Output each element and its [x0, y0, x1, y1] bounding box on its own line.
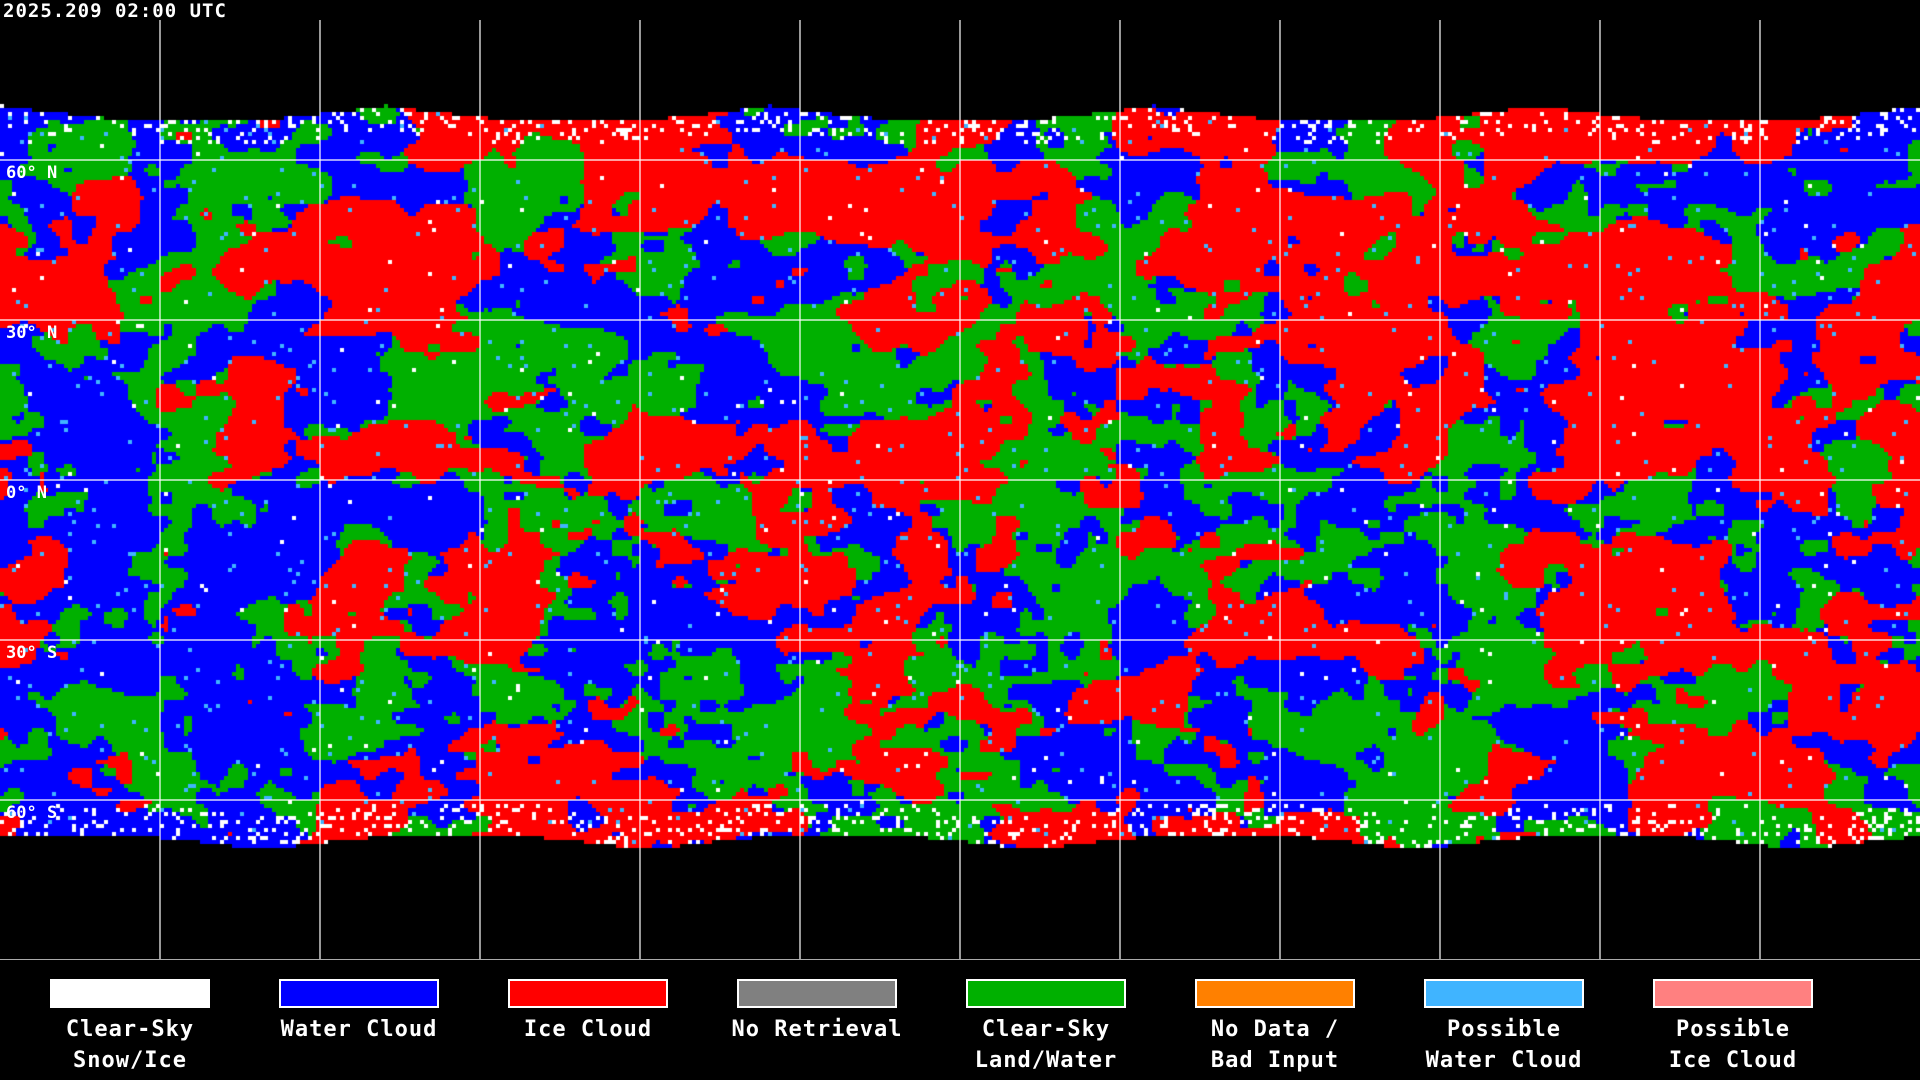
lat-label-30n: 30° N: [6, 323, 58, 343]
lat-label-60n: 60° N: [6, 163, 58, 183]
legend-swatch: [1423, 978, 1585, 1009]
legend-label: Clear-Sky Snow/Ice: [65, 1017, 195, 1073]
legend-swatch: [965, 978, 1127, 1009]
legend-item-possible-water-cloud: Possible Water Cloud: [1389, 978, 1619, 1076]
legend-swatch: [49, 978, 211, 1009]
lat-label-30s: 30° S: [6, 643, 58, 663]
legend-swatch: [507, 978, 669, 1009]
legend-label: No Retrieval: [731, 1017, 903, 1042]
legend-item-no-retrieval: No Retrieval: [702, 978, 932, 1045]
legend-swatch: [736, 978, 898, 1009]
graticule: [0, 20, 1920, 960]
legend-label: Possible Ice Cloud: [1668, 1017, 1798, 1073]
legend-swatch: [278, 978, 440, 1009]
cloud-phase-map: 2025.209 02:00 UTC 60° N 30° N 0° N 30° …: [0, 0, 1920, 960]
legend-item-no-data: No Data / Bad Input: [1160, 978, 1390, 1076]
lat-label-60s: 60° S: [6, 803, 58, 823]
map-border: [0, 959, 1920, 960]
legend-item-ice-cloud: Ice Cloud: [473, 978, 703, 1045]
legend-item-clear-sky-snow-ice: Clear-Sky Snow/Ice: [15, 978, 245, 1076]
lat-label-0n: 0° N: [6, 483, 47, 503]
legend-label: Possible Water Cloud: [1425, 1017, 1583, 1073]
timestamp: 2025.209 02:00 UTC: [3, 0, 227, 22]
legend-swatch: [1194, 978, 1356, 1009]
legend-label: Water Cloud: [280, 1017, 438, 1042]
legend-item-water-cloud: Water Cloud: [244, 978, 474, 1045]
legend-label: Clear-Sky Land/Water: [974, 1017, 1118, 1073]
legend-item-possible-ice-cloud: Possible Ice Cloud: [1618, 978, 1848, 1076]
legend-swatch: [1652, 978, 1814, 1009]
legend-label: No Data / Bad Input: [1210, 1017, 1340, 1073]
legend: Clear-Sky Snow/Ice Water Cloud Ice Cloud…: [0, 960, 1920, 1080]
legend-label: Ice Cloud: [523, 1017, 653, 1042]
legend-item-clear-sky-land-water: Clear-Sky Land/Water: [931, 978, 1161, 1076]
